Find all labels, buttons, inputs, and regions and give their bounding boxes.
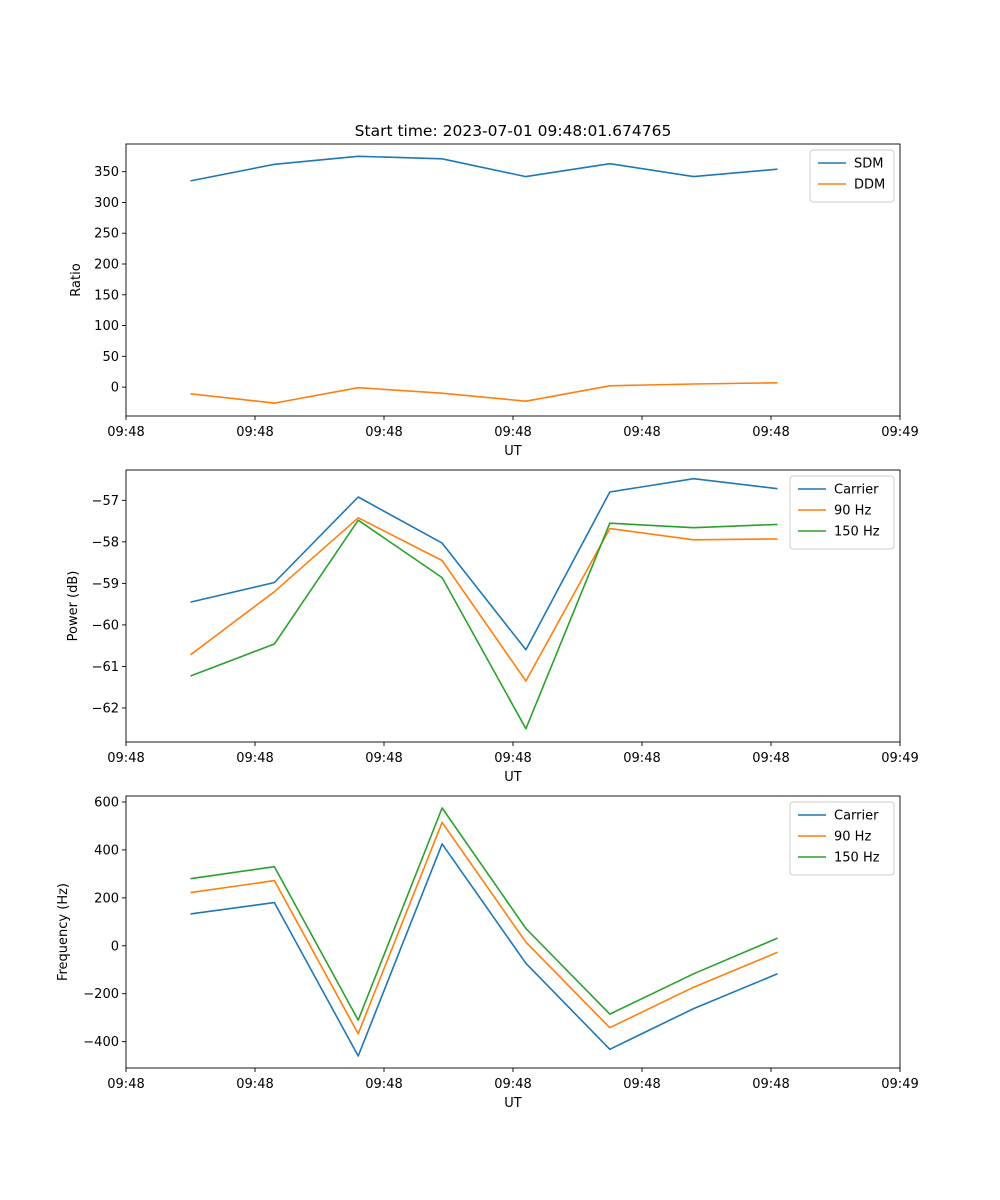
frequency-y-tick-label: 200 (94, 891, 119, 906)
power-y-tick-label: −62 (92, 701, 119, 716)
frequency-y-tick-label: 400 (94, 843, 119, 858)
power-x-tick-label: 09:48 (623, 751, 660, 766)
frequency-legend-label-carrier: Carrier (834, 809, 879, 824)
power-x-tick-label: 09:48 (365, 751, 402, 766)
frequency-y-tick-label: 600 (94, 795, 119, 810)
ratio-y-tick-label: 150 (94, 288, 119, 303)
frequency-series-150-hz-line (190, 807, 778, 1021)
power-axes-frame (125, 469, 901, 743)
frequency-y-tick-label: −200 (83, 987, 119, 1002)
frequency-axes-frame (125, 795, 901, 1069)
ratio-y-axis-label: Ratio (69, 263, 84, 296)
frequency-x-axis-label: UT (504, 1096, 522, 1111)
power-x-tick-label: 09:48 (494, 751, 531, 766)
frequency-series-90-hz-line (190, 821, 778, 1035)
ratio-y-tick-label: 300 (94, 196, 119, 211)
power-y-tick-label: −61 (92, 660, 119, 675)
ratio-x-tick-label: 09:48 (623, 425, 660, 440)
ratio-y-tick-label: 200 (94, 258, 119, 273)
power-legend-label-90-hz: 90 Hz (834, 504, 871, 519)
frequency-x-tick-label: 09:48 (236, 1077, 273, 1092)
ratio-x-tick-label: 09:48 (752, 425, 789, 440)
frequency-x-tick-label: 09:48 (752, 1077, 789, 1092)
ratio-legend: SDM DDM (809, 149, 895, 203)
ratio-y-tick-label: 100 (94, 319, 119, 334)
ratio-series-ddm-line (190, 382, 778, 404)
ratio-x-tick-label: 09:48 (236, 425, 273, 440)
frequency-legend-label-90-hz: 90 Hz (834, 830, 871, 845)
ratio-axes-frame (125, 143, 901, 417)
power-series-carrier-line (190, 477, 778, 651)
ratio-subplot: 09:48 09:48 09:48 09:48 09:48 09:48 09:49 0 50 10… (69, 143, 919, 459)
power-y-tick-label: −60 (92, 618, 119, 633)
frequency-subplot: 09:48 09:48 09:48 09:48 09:48 09:48 09:49 −400 −… (56, 795, 919, 1111)
power-subplot: 09:48 09:48 09:48 09:48 09:48 09:48 09:49 −62 −6… (66, 469, 919, 785)
frequency-x-tick-label: 09:48 (494, 1077, 531, 1092)
frequency-y-tick-label: −400 (83, 1035, 119, 1050)
ratio-series-sdm-line (190, 155, 778, 182)
ratio-y-tick-label: 250 (94, 227, 119, 242)
power-y-tick-label: −59 (92, 577, 119, 592)
power-legend: Carrier 90 Hz 150 Hz (789, 475, 895, 550)
frequency-x-tick-label: 09:48 (365, 1077, 402, 1092)
ratio-legend-label-sdm: SDM (854, 157, 883, 172)
power-series-150-hz-line (190, 519, 778, 730)
ratio-y-tick-label: 50 (102, 350, 119, 365)
figure-title: Start time: 2023-07-01 09:48:01.674765 (355, 122, 672, 140)
power-series-90-hz-line (190, 516, 778, 682)
power-x-tick-label: 09:48 (107, 751, 144, 766)
power-legend-label-150-hz: 150 Hz (834, 525, 880, 540)
frequency-y-tick-label: 0 (111, 939, 119, 954)
power-y-tick-label: −57 (92, 494, 119, 509)
frequency-legend-label-150-hz: 150 Hz (834, 851, 880, 866)
ratio-x-axis-label: UT (504, 444, 522, 459)
power-y-axis-label: Power (dB) (66, 571, 81, 642)
ratio-y-tick-label: 0 (111, 381, 119, 396)
frequency-y-axis-label: Frequency (Hz) (56, 883, 71, 981)
frequency-x-tick-label: 09:48 (623, 1077, 660, 1092)
frequency-x-tick-label: 09:48 (107, 1077, 144, 1092)
ratio-x-tick-label: 09:48 (494, 425, 531, 440)
ratio-x-tick-label: 09:49 (881, 425, 918, 440)
power-legend-label-carrier: Carrier (834, 483, 879, 498)
power-x-tick-label: 09:48 (752, 751, 789, 766)
ratio-x-tick-label: 09:48 (365, 425, 402, 440)
power-x-axis-label: UT (504, 770, 522, 785)
power-x-tick-label: 09:48 (236, 751, 273, 766)
power-x-tick-label: 09:49 (881, 751, 918, 766)
frequency-x-tick-label: 09:49 (881, 1077, 918, 1092)
frequency-legend: Carrier 90 Hz 150 Hz (789, 801, 895, 876)
ratio-x-tick-label: 09:48 (107, 425, 144, 440)
ratio-y-tick-label: 350 (94, 165, 119, 180)
ratio-legend-label-ddm: DDM (854, 178, 885, 193)
power-y-tick-label: −58 (92, 535, 119, 550)
frequency-series-carrier-line (190, 843, 778, 1057)
